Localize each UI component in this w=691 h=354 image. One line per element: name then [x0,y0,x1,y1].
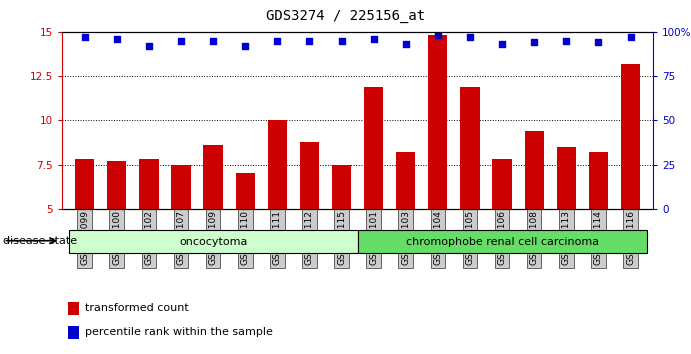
Point [561,38,572,44]
Point [111,36,122,42]
Bar [203,145,223,209]
Text: GDS3274 / 225156_at: GDS3274 / 225156_at [266,9,425,23]
Point [143,43,154,49]
Text: percentile rank within the sample: percentile rank within the sample [84,327,272,337]
Bar [300,142,319,209]
Point [593,40,604,45]
Bar [68,230,358,253]
Bar [358,230,647,253]
Point [625,34,636,40]
Bar [460,87,480,209]
Point [464,34,475,40]
Text: oncocytoma: oncocytoma [179,236,247,247]
Bar [364,87,384,209]
Bar [75,159,94,209]
Bar [68,326,79,339]
Bar [267,120,287,209]
Point [79,34,91,40]
Bar [140,159,158,209]
Text: disease state: disease state [3,236,77,246]
Bar [557,147,576,209]
Point [207,38,218,44]
Bar [524,131,544,209]
Point [240,43,251,49]
Point [400,41,411,47]
Text: transformed count: transformed count [84,303,189,313]
Bar [171,165,191,209]
Bar [428,35,448,209]
Point [433,33,444,38]
Bar [332,165,351,209]
Point [272,38,283,44]
Bar [396,152,415,209]
Point [304,38,315,44]
Bar [68,302,79,315]
Point [497,41,508,47]
Point [529,40,540,45]
Point [176,38,187,44]
Bar [493,159,512,209]
Text: chromophobe renal cell carcinoma: chromophobe renal cell carcinoma [406,236,598,247]
Bar [621,64,640,209]
Bar [236,173,255,209]
Bar [107,161,126,209]
Bar [589,152,608,209]
Point [368,36,379,42]
Point [336,38,347,44]
